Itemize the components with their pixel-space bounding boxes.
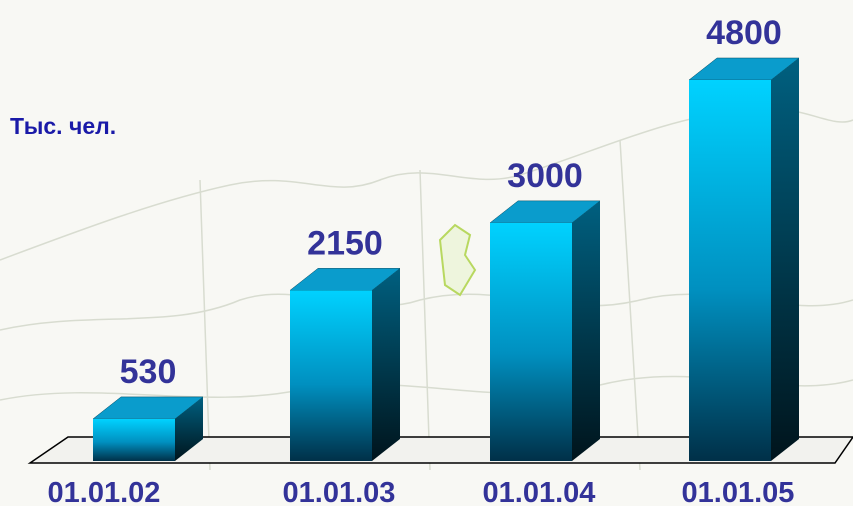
- y-axis-label: Тыс. чел.: [10, 113, 116, 139]
- bar: [93, 418, 175, 461]
- x-tick-label: 01.01.02: [48, 477, 161, 506]
- bar: [689, 80, 771, 461]
- bar: [290, 290, 372, 461]
- bar: [490, 222, 572, 461]
- x-tick-label: 01.01.04: [483, 477, 596, 506]
- data-label: 530: [120, 353, 177, 391]
- data-label: 2150: [307, 224, 383, 262]
- data-label: 3000: [507, 157, 583, 195]
- bar-side: [572, 200, 600, 461]
- x-tick-label: 01.01.05: [682, 477, 795, 506]
- bar-side: [372, 268, 400, 461]
- data-label: 4800: [706, 14, 782, 52]
- floor: [27, 436, 853, 464]
- map-highlight: [438, 223, 477, 297]
- bar-side: [771, 58, 799, 461]
- bar-side: [175, 396, 203, 461]
- x-tick-label: 01.01.03: [283, 477, 396, 506]
